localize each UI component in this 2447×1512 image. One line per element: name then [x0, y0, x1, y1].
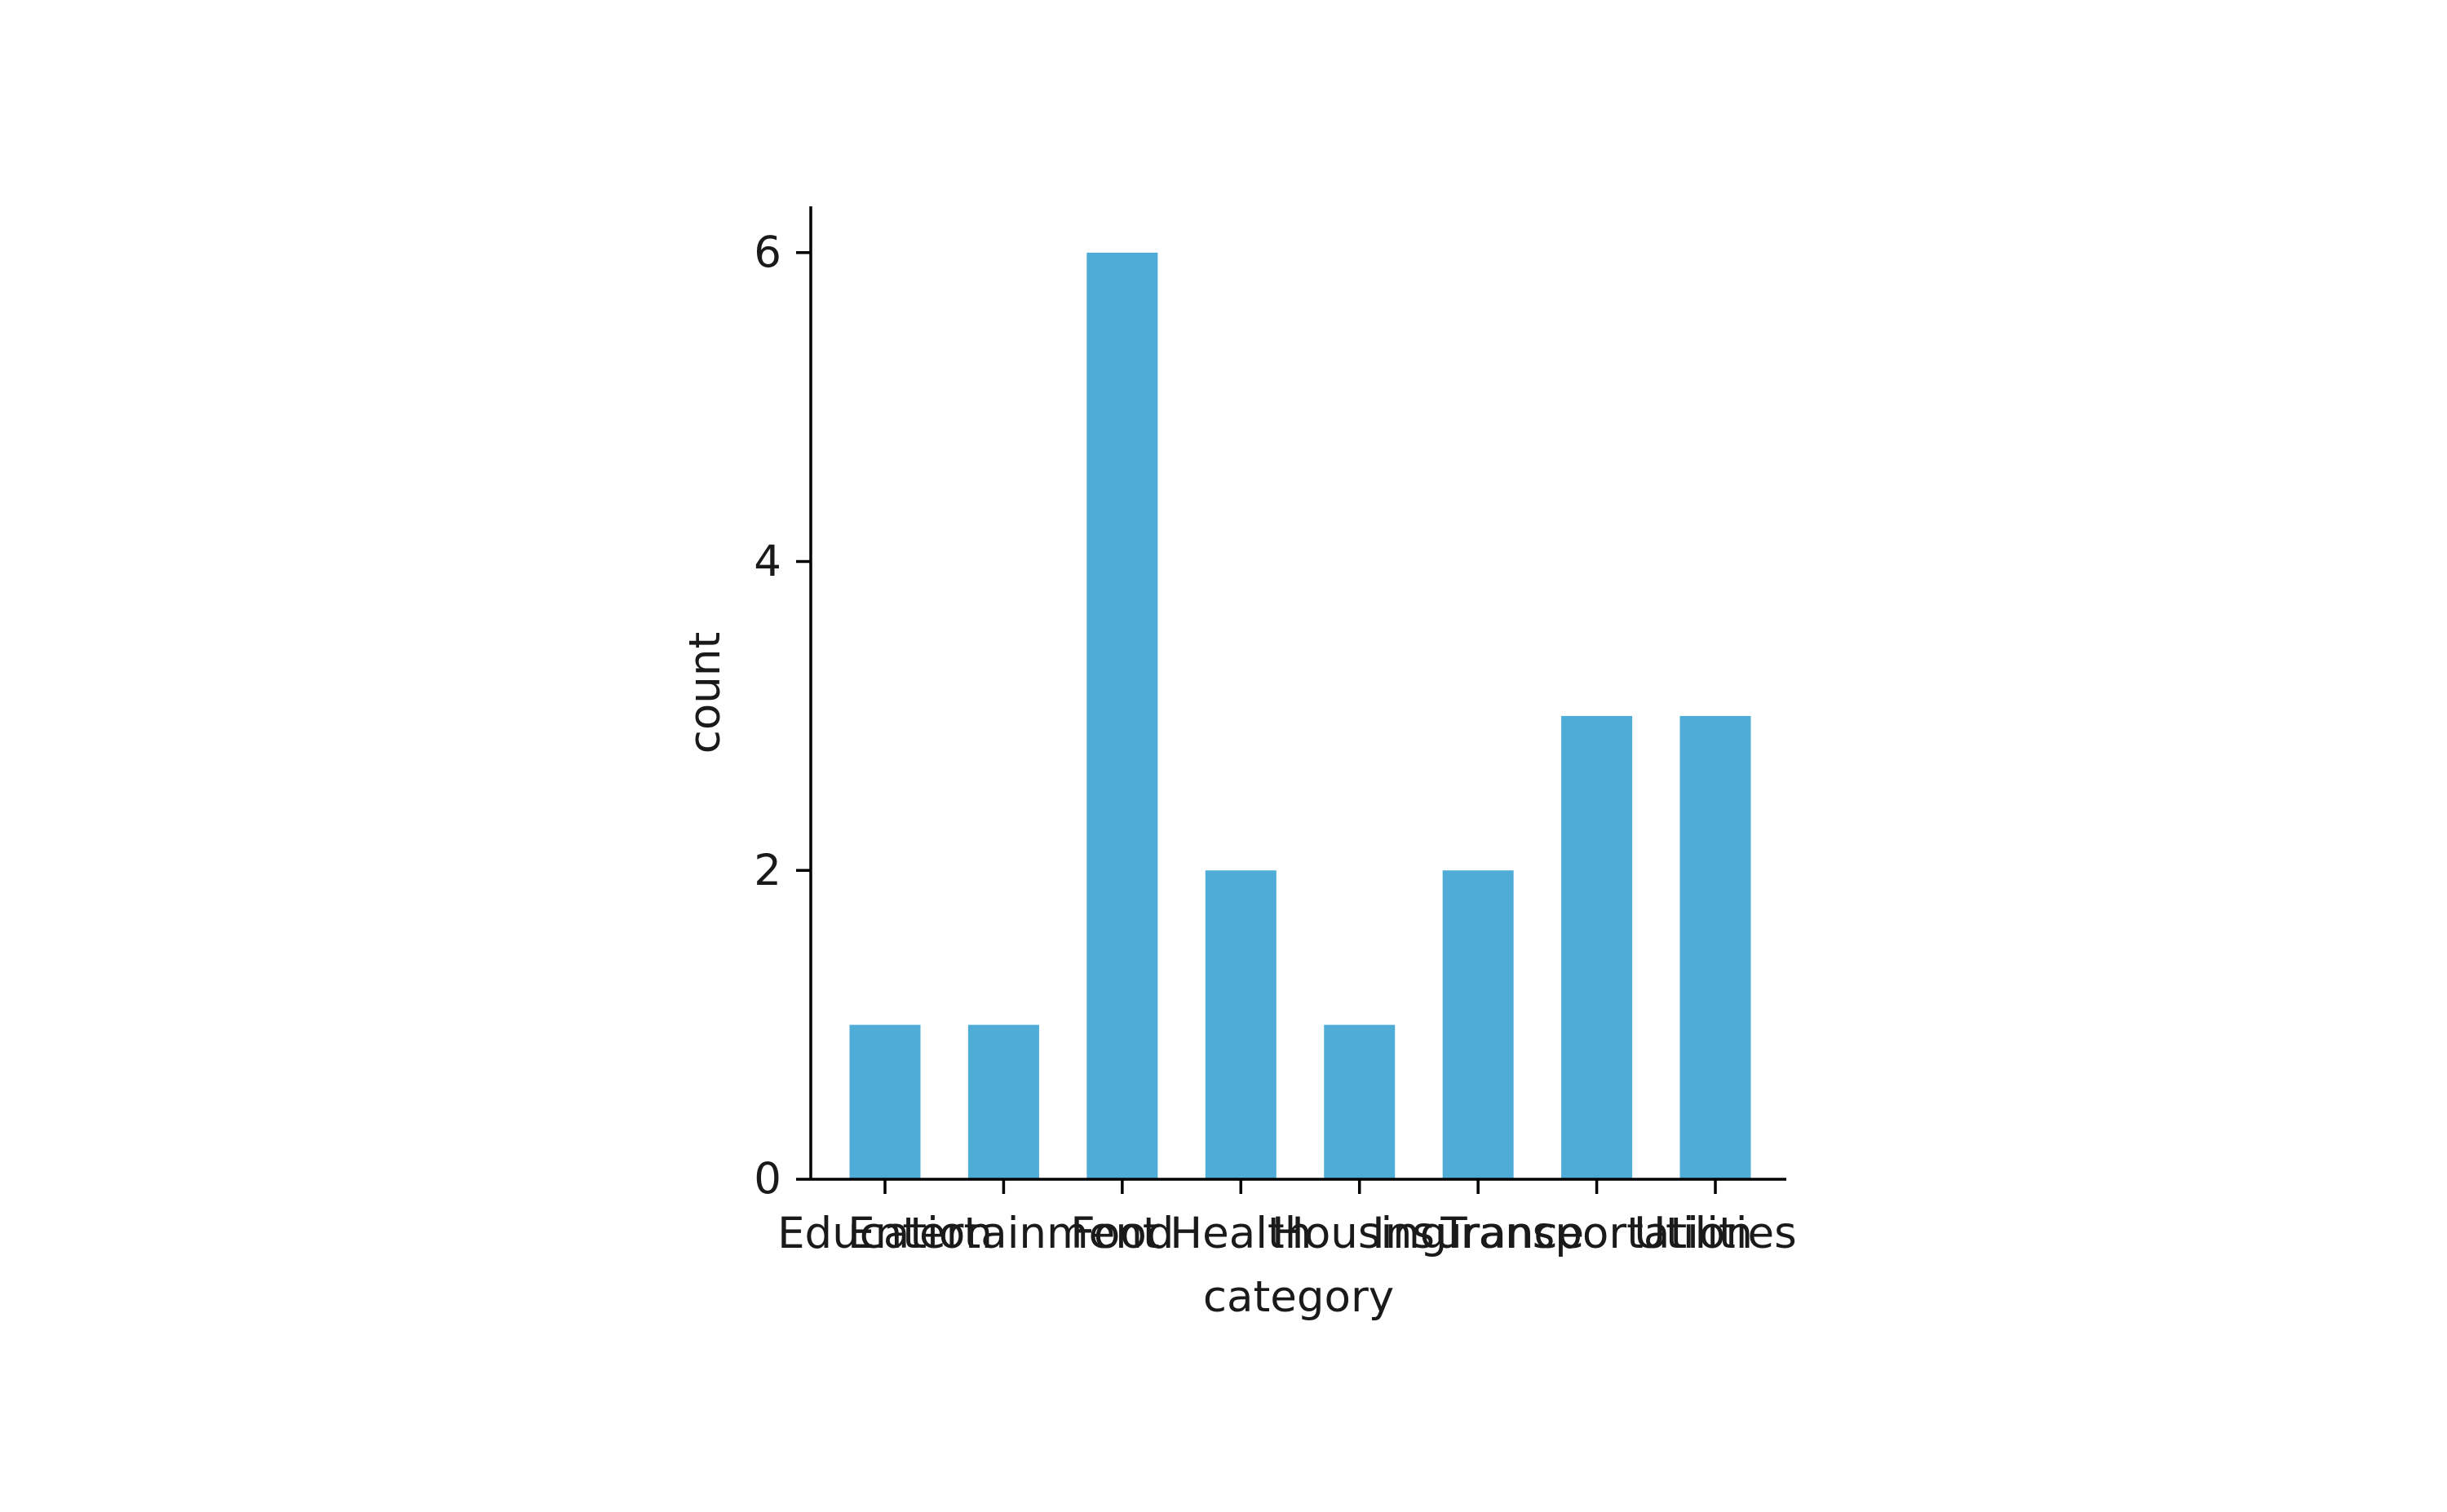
x-tick-label-entertainment: Entertainment — [847, 1209, 1159, 1258]
bar-education — [849, 1024, 921, 1179]
x-tick-label-education: Education — [777, 1209, 993, 1258]
x-tick-label-health: Health — [1170, 1209, 1312, 1258]
bars-group — [849, 252, 1751, 1179]
x-axis-title: category — [1203, 1272, 1394, 1322]
bar-transportation — [1561, 715, 1633, 1179]
bar-housing — [1324, 1024, 1396, 1179]
bar-utilities — [1679, 715, 1751, 1179]
x-tick-label-food: Food — [1070, 1209, 1174, 1258]
y-tick-label: 0 — [754, 1155, 781, 1205]
y-tick-label: 6 — [754, 228, 781, 277]
y-axis-title: count — [680, 632, 730, 754]
bar-insurance — [1442, 870, 1514, 1179]
x-axis: EducationEntertainmentFoodHealthHousingI… — [777, 1178, 1797, 1258]
x-tick-label-housing: Housing — [1272, 1209, 1447, 1258]
x-tick-label-insurance: Insurance — [1372, 1209, 1584, 1258]
bar-food — [1086, 252, 1158, 1179]
bar-entertainment — [967, 1024, 1039, 1179]
x-tick-label-utilities: Utilities — [1634, 1209, 1796, 1258]
bar-health — [1205, 870, 1277, 1179]
y-tick-label: 2 — [754, 846, 781, 895]
y-axis: 0 2 4 6 — [754, 206, 812, 1205]
y-tick-label: 4 — [754, 537, 781, 586]
x-tick-label-transportation: Transportation — [1440, 1209, 1753, 1258]
